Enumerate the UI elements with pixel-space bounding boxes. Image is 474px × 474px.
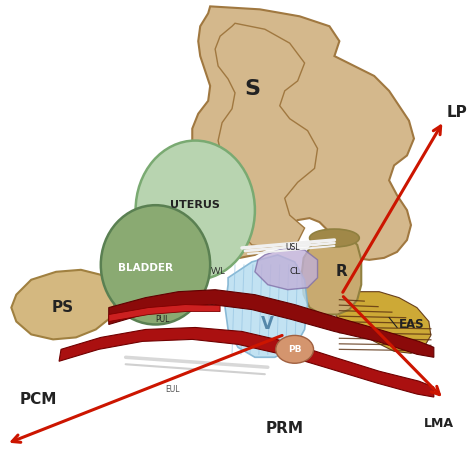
Text: PUL: PUL bbox=[155, 315, 170, 324]
Polygon shape bbox=[255, 248, 318, 290]
Polygon shape bbox=[59, 328, 434, 397]
Text: EUL: EUL bbox=[165, 384, 180, 393]
Ellipse shape bbox=[101, 205, 210, 325]
Polygon shape bbox=[331, 292, 431, 353]
Text: USL: USL bbox=[285, 244, 300, 253]
Text: BLADDER: BLADDER bbox=[118, 263, 173, 273]
Text: LMA: LMA bbox=[424, 417, 454, 430]
Text: S: S bbox=[244, 79, 260, 99]
Polygon shape bbox=[109, 290, 434, 357]
Polygon shape bbox=[11, 270, 116, 339]
Text: PS: PS bbox=[52, 300, 74, 315]
Ellipse shape bbox=[310, 229, 359, 247]
Text: PB: PB bbox=[288, 345, 301, 354]
Polygon shape bbox=[301, 232, 361, 315]
Text: PCM: PCM bbox=[19, 392, 57, 407]
Ellipse shape bbox=[136, 141, 255, 280]
Text: R: R bbox=[336, 264, 347, 279]
Ellipse shape bbox=[276, 336, 313, 363]
Polygon shape bbox=[215, 23, 318, 248]
Text: UTERUS: UTERUS bbox=[170, 200, 220, 210]
Polygon shape bbox=[225, 255, 308, 357]
Text: EAS: EAS bbox=[399, 318, 425, 331]
Text: LP: LP bbox=[447, 105, 467, 120]
Polygon shape bbox=[192, 6, 414, 260]
Text: V: V bbox=[261, 316, 274, 334]
Text: VVL: VVL bbox=[211, 267, 226, 276]
Text: PRM: PRM bbox=[266, 421, 304, 437]
Text: CL: CL bbox=[289, 267, 301, 276]
Polygon shape bbox=[109, 305, 220, 321]
